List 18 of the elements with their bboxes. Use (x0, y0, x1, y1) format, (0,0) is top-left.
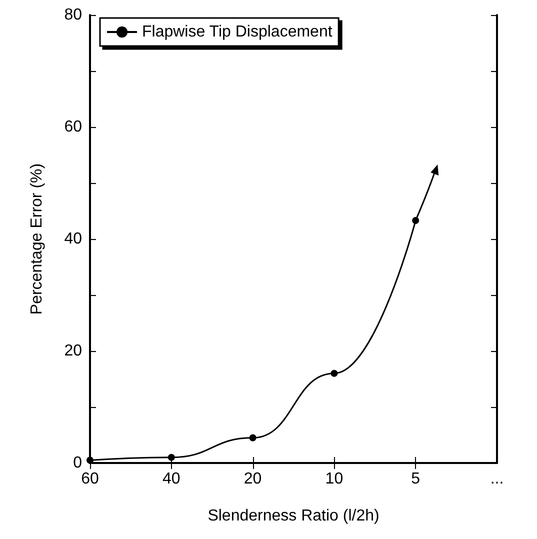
y-tick-label: 40 (64, 230, 82, 248)
point (249, 434, 256, 442)
point (330, 370, 338, 377)
legend-label: Flapwise Tip Displacement (142, 24, 333, 40)
x-tick-label: ... (490, 470, 504, 488)
y-tick-label: 60 (64, 118, 82, 136)
x-tick-label: 40 (162, 470, 180, 488)
y-tick-label: 20 (64, 342, 82, 360)
x-tick-label: 60 (81, 470, 99, 488)
x-tick-label: 5 (411, 470, 420, 488)
y-tick-label: 80 (64, 6, 82, 24)
point (168, 454, 175, 461)
y-tick-label: 0 (73, 454, 82, 472)
x-tick-label: 20 (244, 470, 262, 488)
x-axis-title: Slenderness Ratio (l/2h) (208, 508, 380, 524)
point (86, 456, 94, 464)
x-tick-label: 10 (325, 470, 344, 488)
y-axis-title: Percentage Error (%) (28, 163, 46, 315)
